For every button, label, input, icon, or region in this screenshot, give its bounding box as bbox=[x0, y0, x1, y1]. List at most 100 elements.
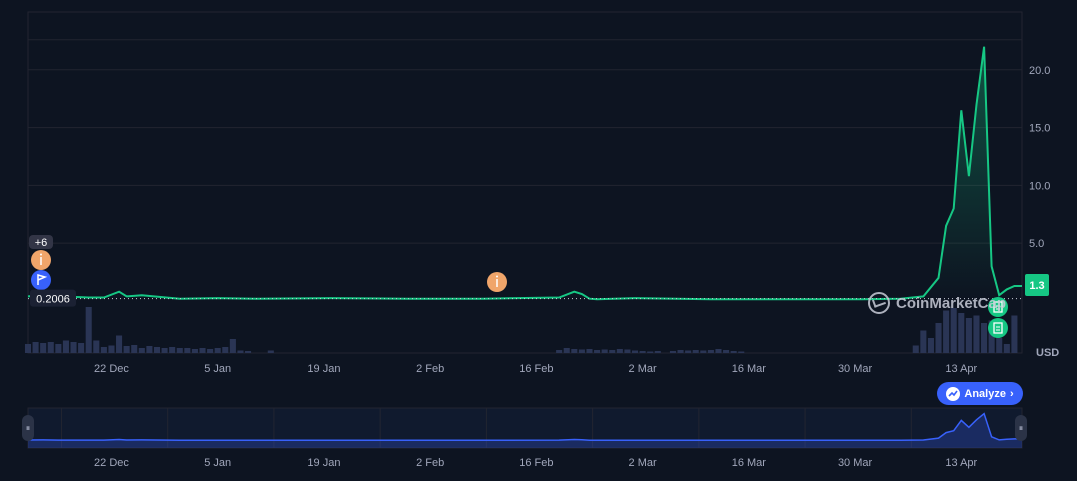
volume-bar bbox=[47, 342, 54, 353]
volume-bar bbox=[730, 351, 737, 353]
currency-label: USD bbox=[1036, 347, 1059, 359]
volume-bar bbox=[996, 338, 1003, 353]
volume-bar bbox=[176, 348, 183, 353]
price-labels: 0.2006 1.3 bbox=[30, 273, 1049, 307]
volume-bar bbox=[191, 349, 198, 353]
x-tick-label: 22 Dec bbox=[94, 363, 129, 375]
volume-bar bbox=[62, 340, 69, 353]
volume-bar bbox=[267, 350, 274, 353]
volume-bar bbox=[958, 313, 965, 353]
volume-bar bbox=[609, 350, 616, 353]
x-tick-label: 13 Apr bbox=[945, 363, 977, 375]
chevron-right-icon: › bbox=[1009, 387, 1014, 400]
navigator-right-handle[interactable]: ⏸ bbox=[1015, 415, 1027, 441]
analyze-label: Analyze bbox=[964, 387, 1006, 400]
volume-bar bbox=[78, 343, 85, 353]
document-marker[interactable] bbox=[988, 297, 1008, 317]
volume-bar bbox=[237, 350, 244, 353]
volume-bar bbox=[647, 351, 654, 353]
volume-bar bbox=[965, 318, 972, 353]
volume-bar bbox=[108, 345, 115, 353]
x-tick-label: 16 Feb bbox=[519, 363, 553, 375]
price-series bbox=[27, 46, 1022, 301]
volume-bar bbox=[169, 347, 176, 353]
coinmarketcap-logo-icon bbox=[868, 292, 890, 314]
volume-bar bbox=[138, 348, 145, 353]
y-tick-label: 10.0 bbox=[1029, 180, 1050, 192]
flag-marker[interactable] bbox=[31, 270, 51, 290]
volume-bar bbox=[207, 349, 214, 353]
volume-bar bbox=[700, 350, 707, 353]
navigator-line bbox=[27, 412, 1022, 442]
y-tick-label: 20.0 bbox=[1029, 65, 1050, 77]
navigator-x-tick-label: 16 Feb bbox=[519, 457, 553, 469]
navigator-left-handle[interactable]: ⏸ bbox=[22, 415, 34, 441]
volume-bar bbox=[920, 330, 927, 353]
volume-bar bbox=[32, 342, 39, 353]
navigator-x-tick-label: 19 Jan bbox=[307, 457, 340, 469]
volume-bars bbox=[24, 307, 1018, 353]
volume-bar bbox=[131, 345, 138, 353]
volume-bar bbox=[1011, 315, 1018, 353]
navigator-area bbox=[28, 413, 1022, 448]
volume-bar bbox=[927, 338, 934, 353]
range-navigator bbox=[27, 407, 1023, 449]
document-icon bbox=[993, 322, 1003, 334]
x-tick-label: 30 Mar bbox=[838, 363, 873, 375]
volume-bar bbox=[578, 349, 585, 353]
navigator-x-tick-label: 16 Mar bbox=[732, 457, 767, 469]
volume-bar bbox=[912, 345, 919, 353]
volume-bar bbox=[677, 350, 684, 353]
volume-bar bbox=[24, 344, 32, 353]
volume-bar bbox=[40, 343, 47, 353]
analyze-icon bbox=[946, 386, 961, 401]
volume-bar bbox=[616, 349, 623, 353]
volume-bar bbox=[214, 348, 221, 353]
navigator-x-tick-label: 30 Mar bbox=[838, 457, 873, 469]
volume-bar bbox=[222, 347, 229, 353]
watermark-text: CoinMarketCap bbox=[896, 294, 1007, 312]
navigator-frame[interactable] bbox=[27, 407, 1023, 449]
volume-bar bbox=[594, 350, 601, 353]
volume-bar bbox=[586, 349, 593, 353]
price-line bbox=[27, 46, 1022, 301]
volume-bar bbox=[116, 335, 123, 353]
volume-bar bbox=[199, 348, 206, 353]
navigator-x-tick-label: 5 Jan bbox=[204, 457, 231, 469]
volume-bar bbox=[988, 320, 995, 353]
volume-bar bbox=[1003, 344, 1010, 353]
x-tick-label: 2 Mar bbox=[629, 363, 657, 375]
volume-bar bbox=[692, 350, 699, 353]
document-marker[interactable] bbox=[988, 318, 1008, 338]
event-count-badge bbox=[29, 235, 53, 249]
x-tick-label: 5 Jan bbox=[204, 363, 231, 375]
event-count-text: +6 bbox=[35, 237, 48, 249]
volume-bar bbox=[93, 340, 100, 353]
volume-bar bbox=[685, 350, 692, 353]
navigator-x-tick-label: 2 Feb bbox=[416, 457, 444, 469]
volume-bar bbox=[973, 315, 980, 353]
volume-bar bbox=[245, 351, 252, 353]
volume-bar bbox=[715, 349, 722, 353]
volume-bar bbox=[123, 346, 130, 353]
analyze-button[interactable]: Analyze › bbox=[937, 382, 1023, 405]
event-markers: +6 bbox=[29, 235, 1008, 338]
current-price-label: 1.3 bbox=[1029, 280, 1044, 292]
volume-bar bbox=[601, 349, 608, 353]
volume-bar bbox=[654, 351, 661, 353]
info-icon-dot bbox=[496, 275, 498, 278]
volume-bar bbox=[738, 351, 745, 353]
volume-bar bbox=[707, 350, 714, 353]
volume-bar bbox=[70, 342, 77, 353]
y-tick-label: 15.0 bbox=[1029, 123, 1050, 135]
volume-bar bbox=[639, 351, 646, 353]
flag-icon bbox=[37, 274, 48, 285]
document-icon bbox=[993, 301, 1003, 313]
volume-bar bbox=[624, 349, 631, 353]
volume-bar bbox=[556, 350, 563, 353]
price-area bbox=[28, 46, 1022, 300]
volume-bar bbox=[571, 349, 578, 353]
volume-bar bbox=[229, 339, 236, 353]
navigator-x-tick-label: 22 Dec bbox=[94, 457, 129, 469]
